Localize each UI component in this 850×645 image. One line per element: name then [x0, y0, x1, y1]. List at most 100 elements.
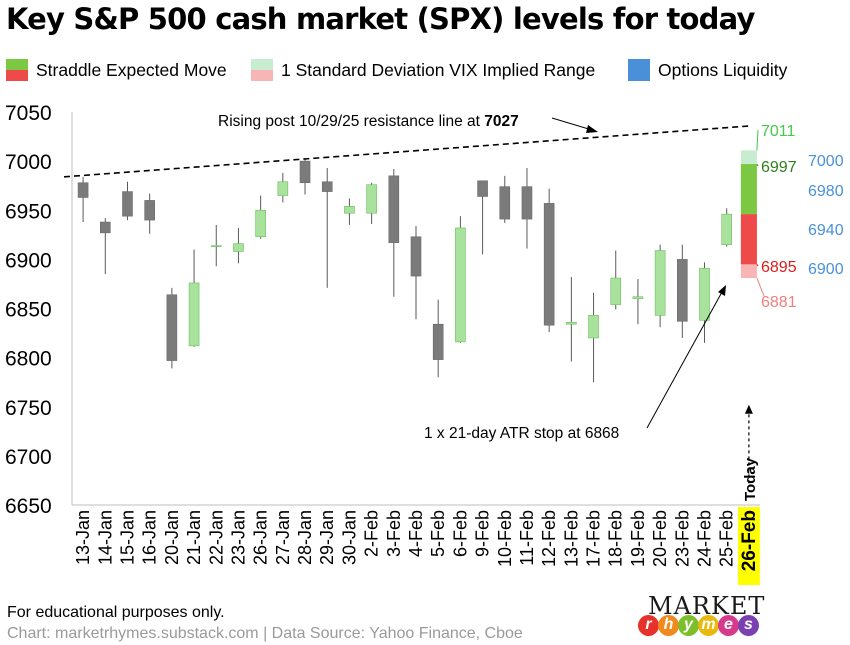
x-tick-label: 19-Feb	[628, 510, 648, 567]
candle-body	[432, 323, 444, 360]
logo-letter: h	[658, 615, 679, 636]
y-tick-label: 7050	[5, 102, 52, 125]
liquidity-swatch	[628, 59, 650, 81]
candle	[455, 216, 466, 343]
x-tick-label: 13-Feb	[561, 510, 581, 567]
x-tick-label: 25-Feb	[717, 510, 737, 567]
logo-letter: s	[738, 615, 759, 636]
candle-body	[654, 250, 666, 316]
logo-letter: y	[678, 615, 699, 636]
x-tick-label: 6-Feb	[450, 510, 470, 557]
y-tick-label: 6750	[5, 397, 52, 420]
candle	[210, 224, 222, 267]
x-tick-label: 26-Feb	[739, 510, 760, 571]
x-tick-label: 10-Feb	[495, 510, 515, 567]
x-tick-label: 30-Jan	[339, 510, 359, 565]
candle	[344, 198, 355, 225]
liquidity-level-label: 7000	[808, 153, 844, 170]
level-leader-line	[756, 277, 765, 297]
y-tick-label: 6850	[5, 299, 52, 322]
logo-letter: e	[718, 615, 739, 636]
candle	[499, 175, 511, 224]
candle	[588, 292, 599, 383]
x-tick-label: 4-Feb	[406, 510, 426, 557]
resistance-pointer-head	[586, 125, 598, 133]
x-tick-label: 26-Jan	[251, 510, 271, 565]
atr-pointer-head	[718, 285, 726, 296]
candle	[188, 249, 200, 347]
level-label: 6881	[761, 294, 797, 311]
candle-body	[455, 227, 466, 343]
candle	[699, 262, 710, 343]
vix-swatch-down	[251, 70, 273, 81]
candle	[321, 168, 333, 288]
straddle-up	[740, 164, 757, 215]
x-tick-label: 15-Jan	[117, 510, 137, 565]
x-tick-label: 2-Feb	[362, 510, 382, 557]
x-tick-label: 24-Feb	[695, 510, 715, 567]
candle-body	[99, 221, 111, 234]
candle-body	[321, 181, 333, 192]
candle	[610, 250, 622, 310]
y-tick-label: 7000	[5, 151, 52, 174]
candle-body	[144, 200, 155, 221]
today-marker-label: Today	[742, 457, 759, 501]
legend-vix-label: 1 Standard Deviation VIX Implied Range	[281, 59, 596, 80]
straddle-down	[740, 214, 757, 265]
x-tick-label: 13-Jan	[73, 510, 93, 565]
y-tick-label: 6950	[5, 200, 52, 223]
y-tick-label: 6800	[5, 348, 52, 371]
candle-body	[299, 160, 311, 184]
resistance-annotation: Rising post 10/29/25 resistance line at …	[218, 113, 519, 130]
candle	[677, 244, 688, 338]
x-tick-label: 11-Feb	[517, 510, 537, 566]
x-tick-label: 20-Jan	[162, 510, 182, 565]
candle-body	[632, 296, 644, 299]
candle-body	[233, 243, 244, 252]
candle	[99, 218, 111, 275]
legend-vix-range: 1 Standard Deviation VIX Implied Range	[251, 58, 595, 82]
candle-body	[521, 186, 533, 220]
candle-body	[366, 184, 377, 214]
candle	[233, 227, 244, 264]
liquidity-level-label: 6940	[808, 222, 844, 239]
x-tick-label: 12-Feb	[539, 510, 559, 567]
x-tick-label: 17-Feb	[584, 510, 604, 567]
straddle-swatch	[6, 59, 28, 81]
x-tick-label: 23-Jan	[228, 510, 248, 565]
atr-pointer-line	[646, 291, 723, 429]
candle-body	[277, 181, 289, 196]
level-label: 7011	[761, 123, 796, 140]
y-tick-label: 6700	[5, 446, 52, 469]
liquidity-level-label: 6900	[808, 261, 844, 278]
candle	[77, 176, 89, 223]
level-label: 6997	[761, 159, 797, 176]
x-tick-label: 27-Jan	[273, 510, 293, 565]
y-tick-label: 6900	[5, 249, 52, 272]
x-tick-label: 16-Jan	[140, 510, 160, 565]
x-tick-label: 22-Jan	[206, 510, 226, 565]
candle	[388, 168, 400, 297]
candle-body	[588, 315, 599, 339]
straddle-swatch-down	[6, 70, 28, 81]
candle-body	[166, 294, 178, 361]
legend-liquidity-label: Options Liquidity	[658, 59, 788, 80]
candle-body	[255, 209, 266, 238]
candle	[255, 195, 266, 239]
x-tick-label: 14-Jan	[95, 510, 115, 565]
legend-liquidity: Options Liquidity	[628, 58, 787, 82]
chart-title: Key S&P 500 cash market (SPX) levels for…	[6, 2, 755, 36]
straddle-swatch-up	[6, 59, 28, 70]
candle	[144, 193, 155, 234]
x-tick-label: 23-Feb	[672, 510, 692, 567]
candle	[543, 188, 555, 333]
candle	[654, 244, 666, 328]
today-arrow-head	[744, 404, 753, 414]
candle-body	[499, 186, 511, 220]
candle	[632, 279, 644, 325]
candle-body	[543, 203, 555, 326]
candle-body	[699, 267, 710, 321]
